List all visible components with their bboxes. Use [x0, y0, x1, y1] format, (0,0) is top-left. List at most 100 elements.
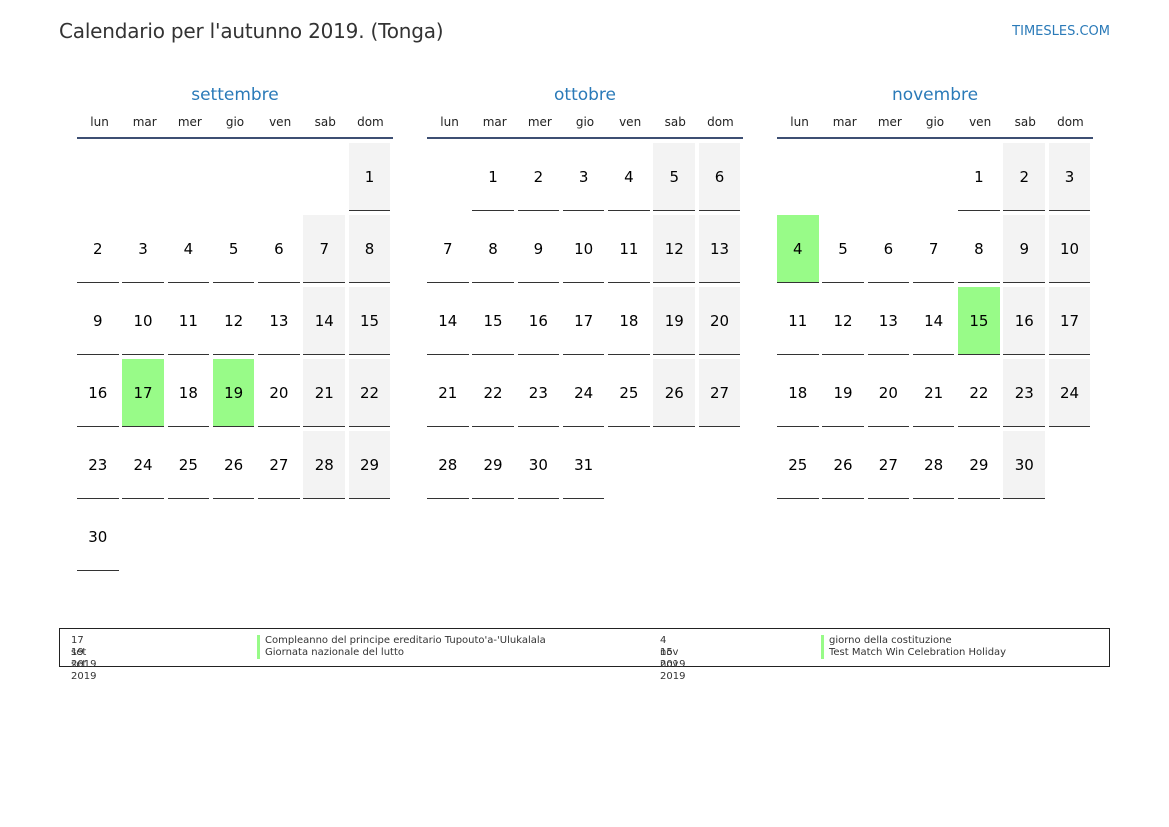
- day-cell[interactable]: 21: [912, 359, 955, 427]
- legend-date: 17 set 2019: [71, 635, 97, 670]
- day-cell[interactable]: 23: [517, 359, 560, 427]
- weekday-label: mar: [832, 115, 857, 129]
- day-cell[interactable]: 3: [562, 143, 605, 211]
- month-name: ottobre: [554, 85, 616, 105]
- day-cell[interactable]: 29: [472, 431, 514, 499]
- day-cell[interactable]: 8: [958, 215, 1000, 283]
- day-cell[interactable]: 1: [958, 143, 1000, 211]
- day-cell[interactable]: 29: [348, 431, 391, 499]
- day-cell[interactable]: 6: [258, 215, 300, 283]
- day-cell[interactable]: 1: [348, 143, 391, 211]
- day-cell[interactable]: 10: [122, 287, 164, 355]
- day-cell[interactable]: 4: [167, 215, 210, 283]
- day-cell[interactable]: 14: [427, 287, 469, 355]
- holiday-day-cell[interactable]: 19: [212, 359, 255, 427]
- holiday-day-cell[interactable]: 17: [122, 359, 164, 427]
- day-cell[interactable]: 20: [867, 359, 910, 427]
- day-cell[interactable]: 28: [303, 431, 345, 499]
- day-cell[interactable]: 24: [1048, 359, 1091, 427]
- day-cell[interactable]: 6: [698, 143, 741, 211]
- day-cell[interactable]: 18: [608, 287, 650, 355]
- day-cell[interactable]: 22: [958, 359, 1000, 427]
- day-cell[interactable]: 25: [777, 431, 819, 499]
- day-cell[interactable]: 14: [912, 287, 955, 355]
- day-cell[interactable]: 7: [427, 215, 469, 283]
- weekday-label: sab: [664, 115, 686, 129]
- day-cell[interactable]: 8: [472, 215, 514, 283]
- day-cell[interactable]: 22: [472, 359, 514, 427]
- day-cell[interactable]: 18: [167, 359, 210, 427]
- day-cell[interactable]: 3: [1048, 143, 1091, 211]
- day-cell[interactable]: 28: [912, 431, 955, 499]
- day-cell[interactable]: 18: [777, 359, 819, 427]
- day-cell[interactable]: 29: [958, 431, 1000, 499]
- day-cell[interactable]: 16: [517, 287, 560, 355]
- holiday-day-cell[interactable]: 4: [777, 215, 819, 283]
- day-cell[interactable]: 20: [698, 287, 741, 355]
- day-cell[interactable]: 7: [303, 215, 345, 283]
- day-cell[interactable]: 17: [1048, 287, 1091, 355]
- day-cell[interactable]: 2: [1003, 143, 1045, 211]
- day-cell[interactable]: 26: [212, 431, 255, 499]
- empty-cell: [168, 143, 210, 210]
- day-cell[interactable]: 3: [122, 215, 164, 283]
- day-cell[interactable]: 5: [653, 143, 695, 211]
- weekday-label: mer: [527, 115, 552, 129]
- day-cell[interactable]: 2: [517, 143, 560, 211]
- day-cell[interactable]: 9: [1003, 215, 1045, 283]
- day-cell[interactable]: 17: [562, 287, 605, 355]
- day-cell[interactable]: 5: [822, 215, 864, 283]
- day-cell[interactable]: 6: [867, 215, 910, 283]
- day-cell[interactable]: 24: [562, 359, 605, 427]
- site-link[interactable]: TIMESLES.COM: [1012, 24, 1110, 39]
- day-cell[interactable]: 20: [258, 359, 300, 427]
- day-cell[interactable]: 16: [77, 359, 119, 427]
- day-cell[interactable]: 23: [77, 431, 119, 499]
- day-cell[interactable]: 13: [867, 287, 910, 355]
- day-cell[interactable]: 27: [867, 431, 910, 499]
- day-cell[interactable]: 27: [698, 359, 741, 427]
- day-cell[interactable]: 30: [517, 431, 560, 499]
- day-cell[interactable]: 2: [77, 215, 119, 283]
- day-cell[interactable]: 19: [822, 359, 864, 427]
- day-cell[interactable]: 15: [472, 287, 514, 355]
- day-cell[interactable]: 10: [562, 215, 605, 283]
- day-cell[interactable]: 8: [348, 215, 391, 283]
- day-cell[interactable]: 24: [122, 431, 164, 499]
- day-cell[interactable]: 30: [1003, 431, 1045, 499]
- day-cell[interactable]: 7: [912, 215, 955, 283]
- empty-cell: [427, 143, 469, 210]
- day-cell[interactable]: 12: [822, 287, 864, 355]
- day-cell[interactable]: 12: [653, 215, 695, 283]
- day-cell[interactable]: 26: [653, 359, 695, 427]
- day-cell[interactable]: 23: [1003, 359, 1045, 427]
- day-cell[interactable]: 26: [822, 431, 864, 499]
- day-cell[interactable]: 15: [348, 287, 391, 355]
- day-cell[interactable]: 11: [167, 287, 210, 355]
- day-cell[interactable]: 28: [427, 431, 469, 499]
- day-cell[interactable]: 16: [1003, 287, 1045, 355]
- day-cell[interactable]: 11: [777, 287, 819, 355]
- day-cell[interactable]: 25: [608, 359, 650, 427]
- day-cell[interactable]: 31: [562, 431, 605, 499]
- day-cell[interactable]: 1: [472, 143, 514, 211]
- day-cell[interactable]: 10: [1048, 215, 1091, 283]
- day-cell[interactable]: 5: [212, 215, 255, 283]
- holiday-day-cell[interactable]: 15: [958, 287, 1000, 355]
- day-cell[interactable]: 19: [653, 287, 695, 355]
- day-cell[interactable]: 12: [212, 287, 255, 355]
- day-cell[interactable]: 30: [77, 503, 119, 571]
- day-cell[interactable]: 21: [303, 359, 345, 427]
- day-cell[interactable]: 27: [258, 431, 300, 499]
- day-cell[interactable]: 14: [303, 287, 345, 355]
- day-cell[interactable]: 4: [608, 143, 650, 211]
- day-cell[interactable]: 21: [427, 359, 469, 427]
- day-grid: 1 2 3 4 5 6 7 8 9 10 11 12 13 14 15 16 17 18 19 20 21 22 23 24 2…: [427, 143, 743, 499]
- day-cell[interactable]: 22: [348, 359, 391, 427]
- day-cell[interactable]: 9: [517, 215, 560, 283]
- day-cell[interactable]: 11: [608, 215, 650, 283]
- day-cell[interactable]: 9: [77, 287, 119, 355]
- day-cell[interactable]: 13: [258, 287, 300, 355]
- day-cell[interactable]: 25: [167, 431, 210, 499]
- day-cell[interactable]: 13: [698, 215, 741, 283]
